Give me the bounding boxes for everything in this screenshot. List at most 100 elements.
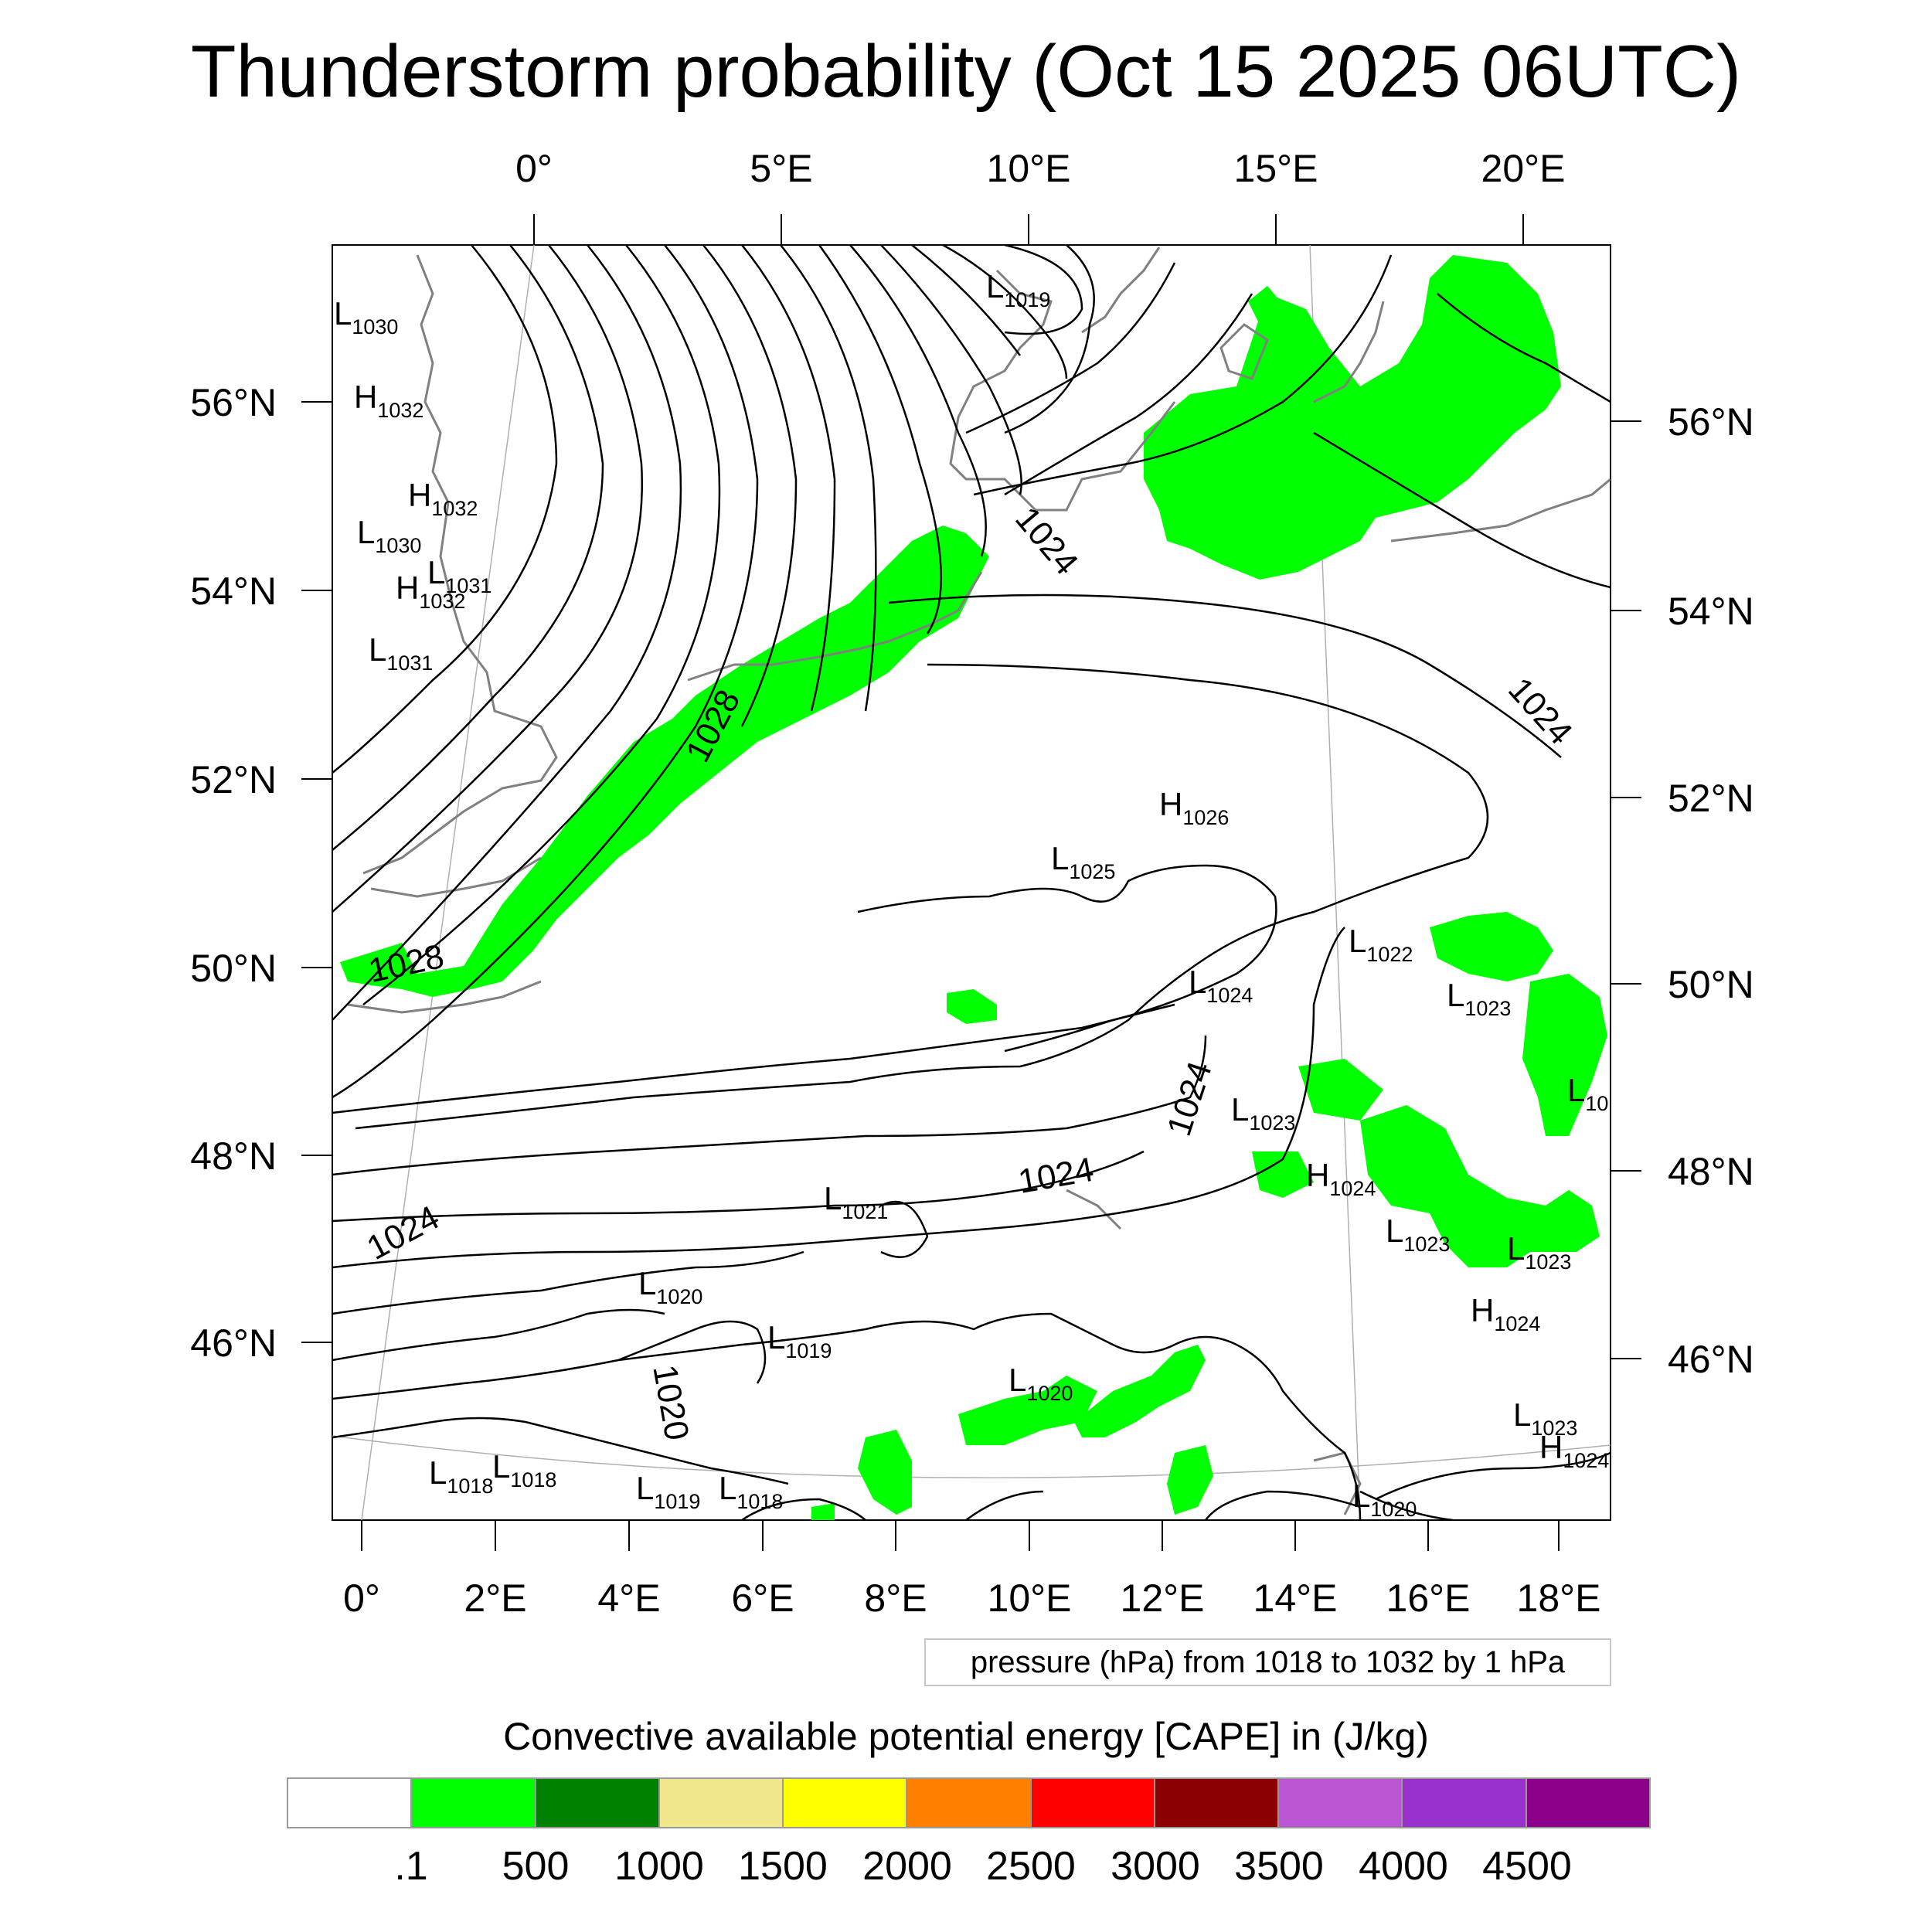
pressure-center: L1030: [334, 295, 398, 338]
colorbar-tick-label: 4000: [1359, 1844, 1448, 1889]
pressure-centers: L1030 H1032 H1032 L1030 L1031 H1032 L103…: [334, 268, 1609, 1521]
colorbar-swatch: [907, 1779, 1032, 1827]
bottom-axis-label: 4°E: [597, 1577, 660, 1620]
bottom-axis-label: 6°E: [731, 1577, 794, 1620]
cape-area-baltic: [1144, 255, 1561, 580]
pressure-center: L1020: [1352, 1478, 1417, 1521]
right-axis-label: 48°N: [1668, 1150, 1754, 1193]
colorbar-title: Convective available potential energy [C…: [503, 1715, 1429, 1758]
colorbar-tick-label: 3500: [1234, 1844, 1324, 1889]
pressure-center: L1024: [1189, 964, 1253, 1007]
pressure-center: L1031: [369, 631, 433, 675]
pressure-legend-note: pressure (hPa) from 1018 to 1032 by 1 hP…: [924, 1638, 1611, 1686]
left-ticks: [301, 401, 332, 1343]
pressure-center: L1023: [1447, 977, 1511, 1020]
left-axis-label: 52°N: [190, 758, 277, 801]
pressure-center: L1018: [492, 1448, 556, 1492]
colorbar-tick-label: 1000: [614, 1844, 704, 1889]
cape-areas: [340, 255, 1607, 1520]
pressure-center: L1030: [357, 514, 421, 557]
top-axis-label: 5°E: [750, 147, 812, 190]
bottom-axis-label: 0°: [343, 1577, 380, 1620]
cape-area-central: [947, 989, 997, 1024]
pressure-center: H1026: [1159, 786, 1229, 829]
pressure-center: H1024: [1471, 1292, 1540, 1335]
pressure-center: H1024: [1539, 1429, 1609, 1472]
colorbar-swatch: [536, 1779, 660, 1827]
left-axis-labels: 56°N 54°N 52°N 50°N 48°N 46°N: [190, 381, 277, 1365]
right-axis-labels: 56°N 54°N 52°N 50°N 48°N 46°N: [1668, 400, 1754, 1381]
pressure-center: L1021: [824, 1180, 888, 1223]
top-ticks: [533, 214, 1524, 245]
colorbar-swatch: [784, 1779, 908, 1827]
colorbar-swatch: [1031, 1779, 1155, 1827]
cape-area-south: [811, 1503, 835, 1520]
pressure-center: H1032: [408, 477, 478, 520]
pressure-center: L1018: [429, 1454, 493, 1498]
bottom-axis-label: 18°E: [1517, 1577, 1601, 1620]
colorbar-swatch: [1403, 1779, 1527, 1827]
coastlines: [347, 247, 1611, 1515]
right-axis-label: 56°N: [1668, 400, 1754, 444]
left-axis-label: 54°N: [190, 570, 277, 613]
right-axis-label: 46°N: [1668, 1338, 1754, 1381]
pressure-center: H1024: [1306, 1157, 1376, 1200]
pressure-center: H1032: [354, 379, 423, 422]
cape-area-east-4: [1252, 1151, 1314, 1198]
colorbar-swatch: [1155, 1779, 1280, 1827]
left-axis-label: 56°N: [190, 381, 277, 424]
colorbar-swatch: [1526, 1779, 1649, 1827]
isobars: [332, 245, 1611, 1520]
pressure-center: L1023: [1386, 1213, 1450, 1256]
colorbar-swatch: [1279, 1779, 1403, 1827]
right-axis-label: 54°N: [1668, 590, 1754, 633]
pressure-center: L1023: [1513, 1396, 1577, 1440]
pressure-center: L1031: [427, 554, 492, 597]
pressure-center: L1018: [719, 1470, 783, 1513]
bottom-axis-label: 2°E: [464, 1577, 526, 1620]
left-axis-label: 46°N: [190, 1321, 277, 1365]
left-axis-label: 50°N: [190, 947, 277, 990]
top-axis-label: 20°E: [1481, 147, 1566, 190]
pressure-center: L1019: [986, 268, 1050, 311]
colorbar: [287, 1777, 1651, 1828]
colorbar-tick-label: 2000: [862, 1844, 952, 1889]
bottom-axis-label: 8°E: [864, 1577, 927, 1620]
colorbar-tick-label: 2500: [986, 1844, 1076, 1889]
top-axis-label: 10°E: [987, 147, 1071, 190]
pressure-center: L1019: [767, 1319, 832, 1362]
cape-area-east-2: [1522, 974, 1607, 1136]
page-title: Thunderstorm probability (Oct 15 2025 06…: [190, 30, 1742, 113]
right-ticks: [1611, 420, 1641, 1359]
cape-area-alps-1: [958, 1376, 1097, 1445]
pressure-center: L1019: [636, 1470, 700, 1513]
bottom-ticks: [361, 1520, 1560, 1551]
bottom-axis-label: 14°E: [1253, 1577, 1338, 1620]
pressure-center: L1020: [1009, 1362, 1073, 1405]
cape-area-east-5: [1360, 1105, 1600, 1267]
colorbar-tick-label: .1: [394, 1844, 428, 1889]
cape-area-east-3: [1298, 1059, 1383, 1121]
cape-area-east-1: [1430, 912, 1553, 981]
top-axis-label: 0°: [515, 147, 553, 190]
bottom-axis-label: 10°E: [988, 1577, 1072, 1620]
cape-area-alps-2: [1074, 1345, 1206, 1437]
bottom-axis-labels: 0° 2°E 4°E 6°E 8°E 10°E 12°E 14°E 16°E 1…: [343, 1577, 1600, 1620]
colorbar-tick-label: 500: [502, 1844, 570, 1889]
cape-area-baltic-north: [1248, 286, 1287, 332]
colorbar-tick-label: 4500: [1482, 1844, 1572, 1889]
pressure-center: L10: [1567, 1072, 1608, 1115]
pressure-center: L1023: [1231, 1091, 1295, 1134]
pressure-center: L1020: [638, 1265, 702, 1308]
colorbar-tick-label: 3000: [1111, 1844, 1200, 1889]
cape-area-alps-3: [858, 1430, 912, 1515]
colorbar-swatch: [412, 1779, 536, 1827]
bottom-axis-label: 12°E: [1121, 1577, 1205, 1620]
cape-area-alps-4: [1167, 1445, 1213, 1515]
right-axis-label: 50°N: [1668, 963, 1754, 1006]
colorbar-swatch: [659, 1779, 784, 1827]
pressure-center: H1032: [396, 570, 465, 613]
bottom-axis-label: 16°E: [1386, 1577, 1471, 1620]
pressure-center: L1025: [1051, 840, 1115, 883]
